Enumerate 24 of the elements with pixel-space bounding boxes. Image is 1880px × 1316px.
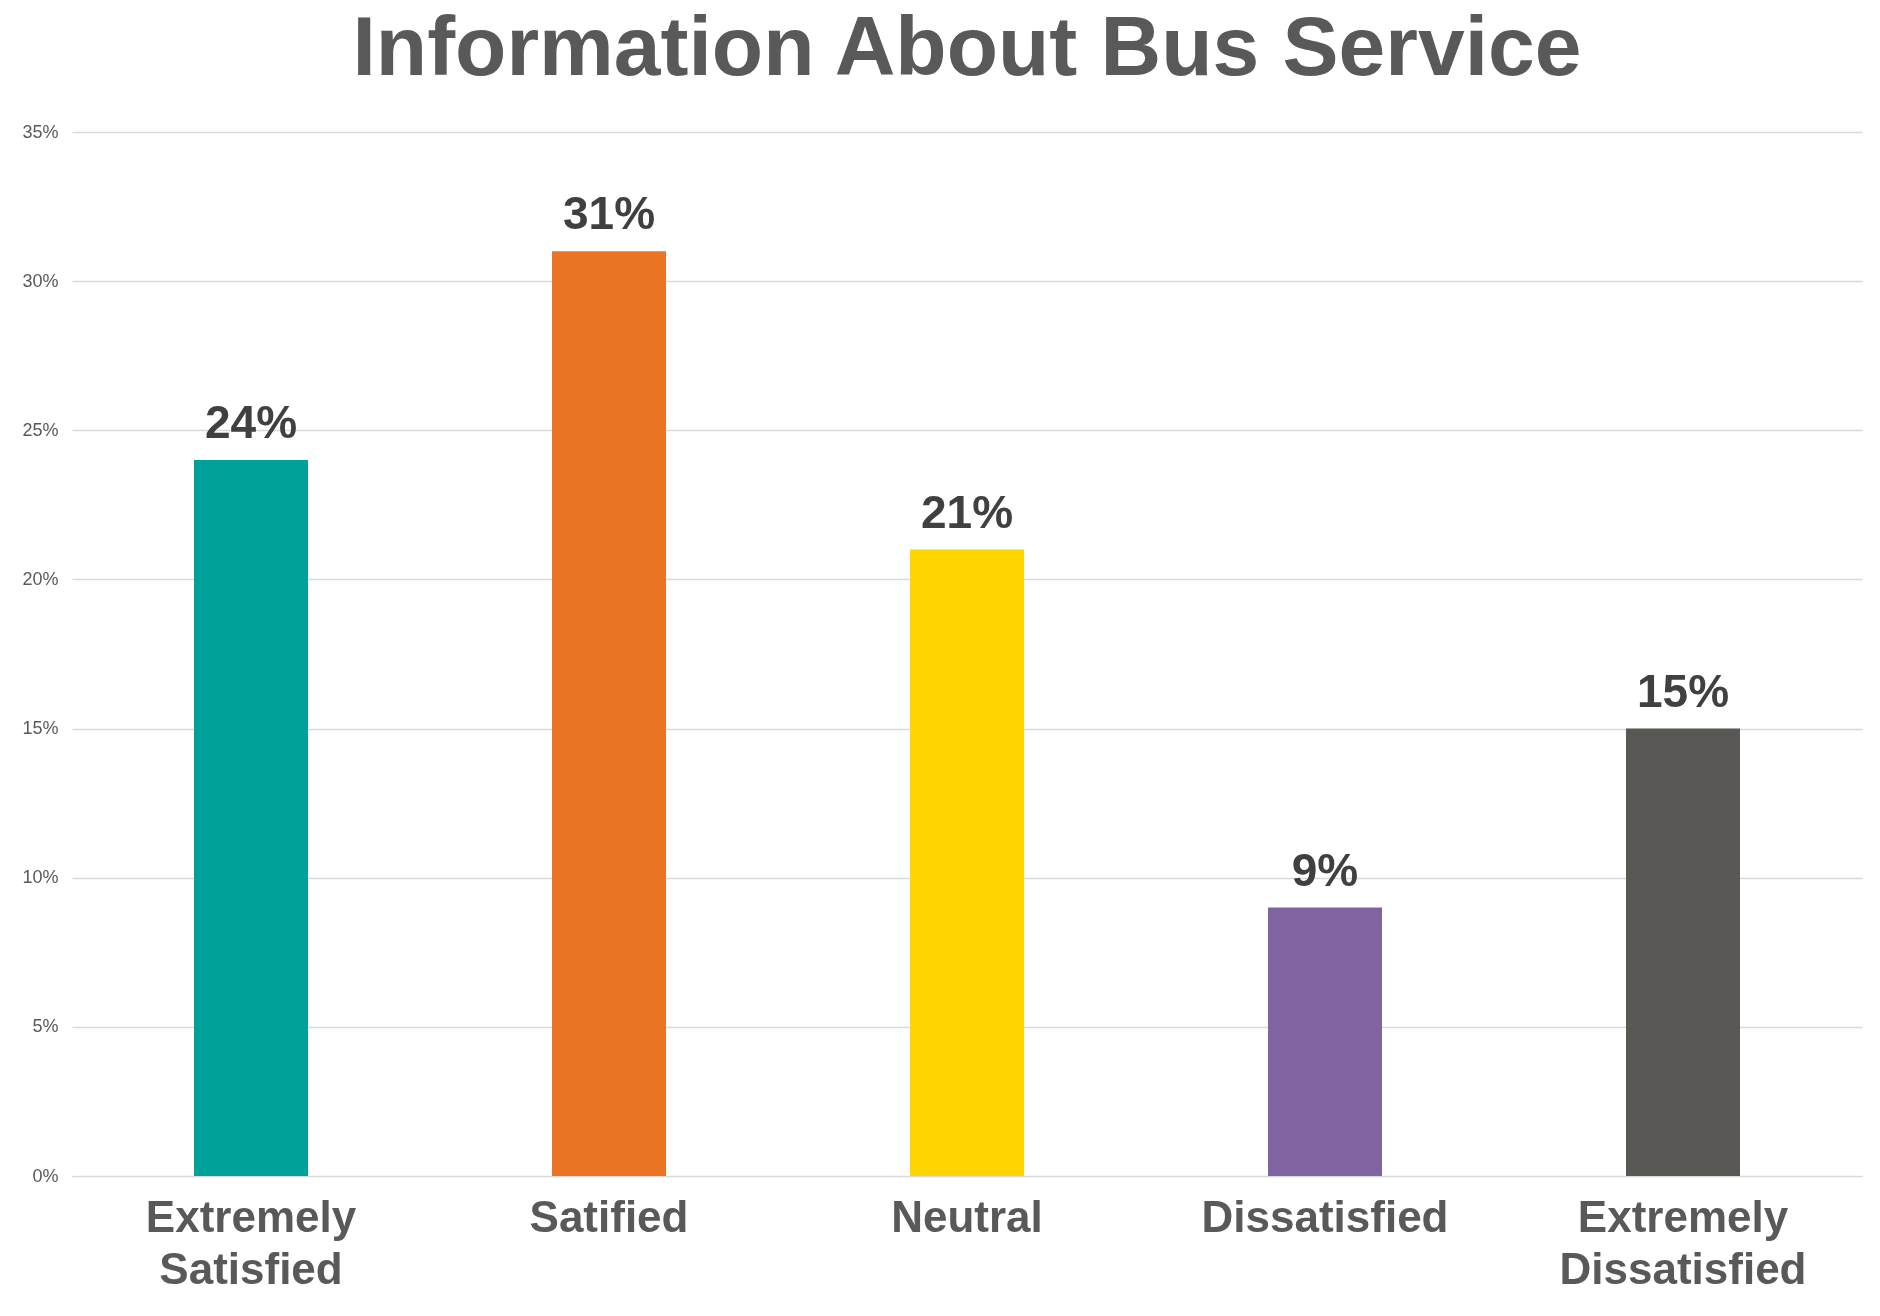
data-label: 24% xyxy=(204,396,298,449)
bar xyxy=(194,460,308,1176)
x-tick-label: Satified xyxy=(529,1191,689,1241)
data-label: 9% xyxy=(1291,843,1359,896)
bar xyxy=(1268,907,1382,1176)
chart-title: Information About Bus Service xyxy=(352,0,1582,93)
y-tick-label: 30% xyxy=(22,270,59,291)
y-tick-label: 15% xyxy=(22,718,59,739)
data-label: 15% xyxy=(1636,664,1730,717)
y-tick-label: 20% xyxy=(22,568,59,589)
x-tick-label: Extremely Dissatisfied xyxy=(1559,1191,1807,1293)
y-tick-label: 35% xyxy=(22,121,59,142)
y-tick-label: 10% xyxy=(22,867,59,888)
bar xyxy=(1626,728,1740,1176)
bar xyxy=(552,251,666,1176)
data-label: 31% xyxy=(562,187,656,240)
x-tick-label: Neutral xyxy=(891,1191,1043,1241)
data-label: 21% xyxy=(920,485,1014,538)
bar xyxy=(910,549,1024,1176)
y-tick-label: 0% xyxy=(32,1165,59,1186)
y-tick-label: 25% xyxy=(22,419,59,440)
x-tick-label: Dissatisfied xyxy=(1201,1191,1449,1241)
x-tick-label: Extremely Satisfied xyxy=(145,1191,357,1293)
y-tick-label: 5% xyxy=(32,1016,59,1037)
